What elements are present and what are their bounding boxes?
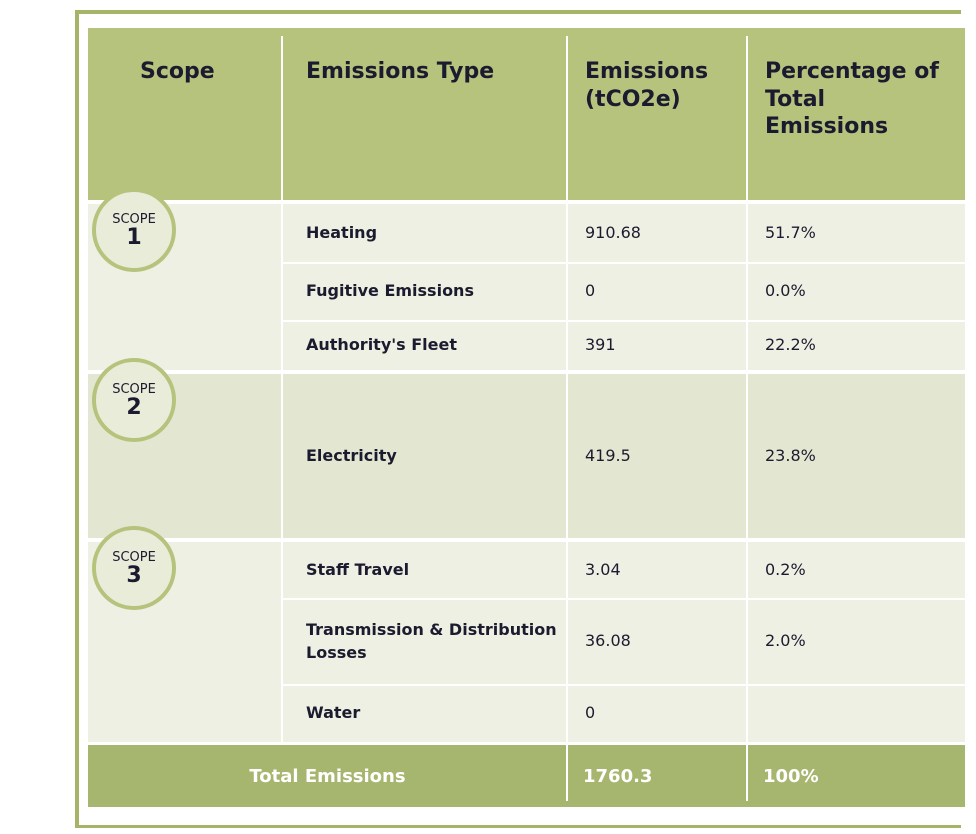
scope-band [88,542,965,742]
table-cell: 0.2% [765,560,806,580]
scope-badge: SCOPE 2 [92,358,176,442]
table-cell: Staff Travel [306,560,410,580]
frame [75,10,961,828]
table-cell: Authority's Fleet [306,335,458,355]
column-separator [746,36,748,801]
scope-label: SCOPE [112,381,156,397]
table-cell: 391 [585,335,616,355]
table-cell: Transmission & Distribution Losses [306,619,557,662]
table-cell: 0 [585,703,596,723]
header-cell: Emissions (tCO2e) [585,59,709,112]
total-cell: Total Emissions [249,765,406,787]
scope-number: 3 [126,562,142,588]
scope-band [88,374,965,538]
scope-badge: SCOPE 1 [92,188,176,272]
table-cell: Electricity [306,446,397,466]
table-cell: 419.5 [585,446,631,466]
scope-label: SCOPE [112,549,156,565]
table-cell: 2.0% [765,631,806,651]
table-cell: 36.08 [585,631,631,651]
table-cell: 22.2% [765,335,816,355]
scope-number: 2 [126,394,142,420]
column-separator [281,36,283,745]
scope-badge: SCOPE 3 [92,526,176,610]
row-divider [282,262,965,264]
table-cell: Fugitive Emissions [306,281,474,301]
table-cell: 0.0% [765,281,806,301]
total-cell: 100% [763,765,819,787]
row-divider [282,684,965,686]
header-cell: Emissions Type [306,59,495,84]
table-cell: 3.04 [585,560,621,580]
scope-number: 1 [126,224,142,250]
table-cell: 910.68 [585,223,641,243]
total-bg [88,745,965,807]
table-cell: Heating [306,223,378,243]
total-cell: 1760.3 [583,765,653,787]
table-cell: Water [306,703,361,723]
table-cell: 51.7% [765,223,816,243]
scope-band [88,204,965,370]
column-separator [566,36,568,801]
row-divider [282,598,965,600]
scope-label: SCOPE [112,211,156,227]
header-bg [88,28,965,200]
table-cell: 23.8% [765,446,816,466]
table-cell: 0 [585,281,596,301]
header-cell: Percentage of Total Emissions [765,59,939,139]
header-cell: Scope [140,59,215,84]
row-divider [282,320,965,322]
